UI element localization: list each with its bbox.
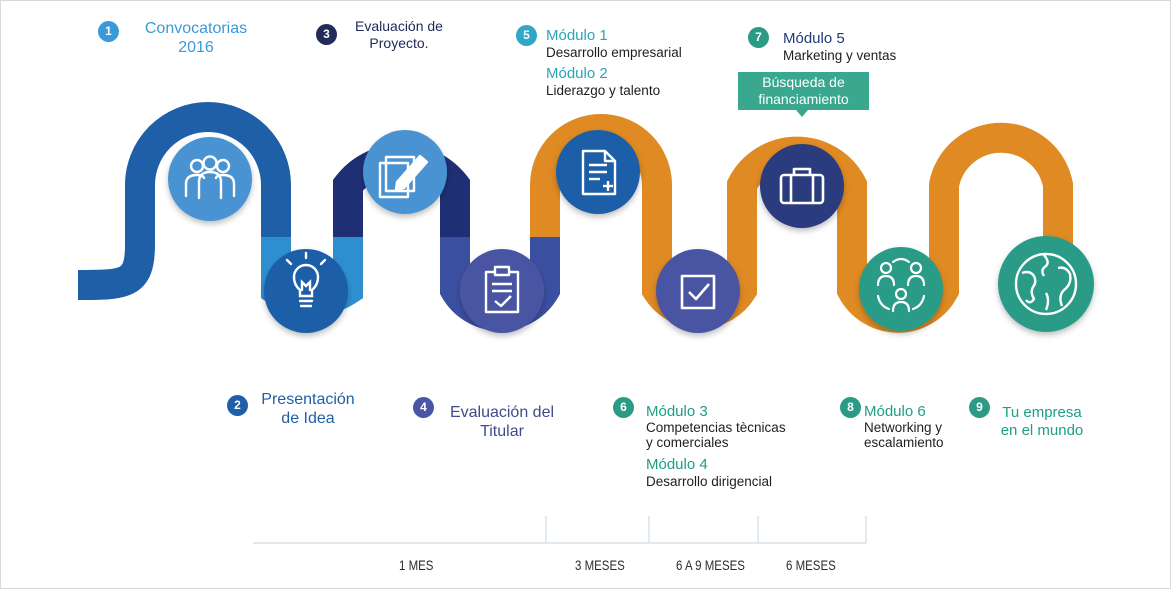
step-3-line-1: Evaluación de bbox=[355, 18, 443, 34]
step-2-line-2: de Idea bbox=[281, 410, 335, 428]
step-6-number: 6 bbox=[613, 397, 634, 418]
step-4-number: 4 bbox=[413, 397, 434, 418]
lightbulb-icon bbox=[285, 251, 327, 308]
callout-line-1: Búsqueda de bbox=[762, 74, 845, 90]
step-8-number: 8 bbox=[840, 397, 861, 418]
step-1-line-2: 2016 bbox=[178, 39, 214, 57]
module-6-title: Módulo 6 bbox=[864, 403, 926, 420]
step-1-circle bbox=[168, 137, 252, 221]
step-9-line-1: Tu empresa bbox=[1002, 404, 1082, 421]
step-4-line-2: Titular bbox=[480, 423, 524, 441]
module-5-title: Módulo 5 bbox=[783, 30, 845, 47]
clipboard-check-icon bbox=[484, 265, 520, 314]
callout-line-2: financiamiento bbox=[758, 91, 849, 107]
module-5-subtitle: Marketing y ventas bbox=[783, 48, 897, 63]
edit-document-icon bbox=[378, 154, 429, 199]
step-7-circle bbox=[760, 144, 844, 228]
module-1-subtitle: Desarrollo empresarial bbox=[546, 45, 682, 60]
timeline-label-3: 6 A 9 MESES bbox=[676, 557, 745, 573]
step-9-line-2: en el mundo bbox=[1000, 422, 1084, 439]
module-6-subtitle-2: escalamiento bbox=[864, 434, 944, 450]
step-2-circle bbox=[264, 249, 348, 333]
document-plus-icon bbox=[581, 149, 617, 196]
step-2-number: 2 bbox=[227, 395, 248, 416]
people-group-icon bbox=[184, 155, 236, 200]
step-9-circle bbox=[998, 236, 1094, 332]
timeline-label-1: 1 MES bbox=[399, 557, 434, 573]
step-6-circle bbox=[656, 249, 740, 333]
module-1-title: Módulo 1 bbox=[546, 27, 608, 44]
network-people-icon bbox=[876, 257, 926, 313]
module-3-subtitle-2: y comerciales bbox=[646, 434, 729, 450]
module-3-subtitle-1: Competencias tècnicas bbox=[646, 420, 786, 435]
step-5-number: 5 bbox=[516, 25, 537, 46]
briefcase-icon bbox=[779, 167, 825, 205]
timeline-label-2: 3 MESES bbox=[575, 557, 625, 573]
checkbox-icon bbox=[680, 274, 716, 310]
step-4-line-1: Evaluación del bbox=[449, 404, 555, 421]
road-segment-1b bbox=[125, 102, 291, 237]
timeline-axis bbox=[253, 516, 867, 544]
module-2-title: Módulo 2 bbox=[546, 65, 608, 83]
module-4-title: Módulo 4 bbox=[646, 455, 708, 473]
step-7-number: 7 bbox=[748, 27, 769, 48]
module-3-title: Módulo 3 bbox=[646, 403, 708, 420]
step-9-number: 9 bbox=[969, 397, 990, 418]
module-6-subtitle-1: Networking y bbox=[864, 420, 943, 435]
timeline-label-4: 6 MESES bbox=[786, 557, 836, 573]
globe-icon bbox=[1014, 252, 1078, 316]
step-3-number: 3 bbox=[316, 24, 337, 45]
step-1-line-1: Convocatorias bbox=[144, 20, 248, 37]
road-segment-1 bbox=[77, 185, 155, 300]
module-4-subtitle: Desarrollo dirigencial bbox=[646, 473, 773, 489]
financing-callout: Búsqueda de financiamiento bbox=[738, 72, 869, 110]
step-1-number: 1 bbox=[98, 21, 119, 42]
module-2-subtitle: Liderazgo y talento bbox=[546, 83, 661, 99]
callout-pointer bbox=[796, 110, 808, 117]
step-3-line-2: Proyecto. bbox=[369, 34, 429, 51]
step-2-line-1: Presentación bbox=[261, 391, 355, 408]
